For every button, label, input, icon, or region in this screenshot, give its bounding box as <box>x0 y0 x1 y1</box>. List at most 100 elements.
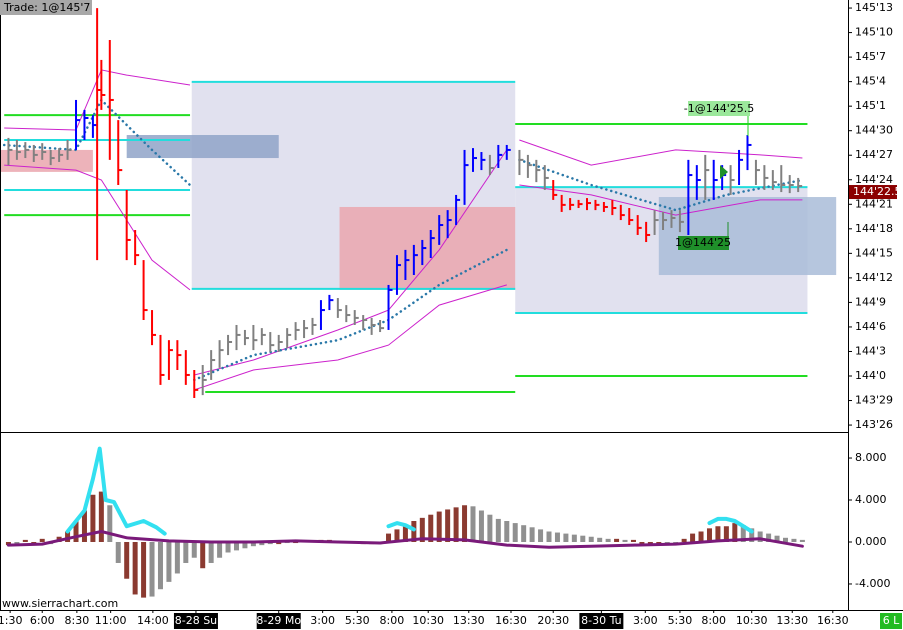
trade-box <box>0 0 92 15</box>
x-tick-label: 8-30 Tu <box>581 614 621 627</box>
x-tick-label: 13:30 <box>776 614 808 627</box>
x-tick-label: 5:30 <box>345 614 370 627</box>
histogram-bar <box>250 541 256 547</box>
histogram-bar <box>402 526 408 542</box>
histogram-bar <box>386 533 392 542</box>
histogram-bar <box>141 541 147 598</box>
y-tick-label: 144'18 <box>855 222 893 235</box>
status-box <box>880 613 902 629</box>
fill-box <box>688 101 750 116</box>
histogram-bar <box>681 538 687 542</box>
histogram-bar <box>453 507 459 542</box>
last-price-label: 144'22.5 <box>853 185 902 198</box>
trade-label: Trade: 1@145'7 <box>3 1 90 14</box>
histogram-bar <box>706 528 712 542</box>
histogram-bar <box>487 514 493 542</box>
histogram-bar <box>554 532 560 542</box>
x-tick-label: 20:30 <box>537 614 569 627</box>
histogram-bar <box>791 538 797 542</box>
day-marker <box>173 613 218 629</box>
x-tick-label: 14:00 <box>137 614 169 627</box>
histogram-bar <box>538 529 544 542</box>
last-price-box <box>849 185 897 200</box>
histogram-bar <box>39 538 45 542</box>
histogram-bar <box>259 541 265 546</box>
histogram-bar <box>588 536 594 542</box>
y-tick-label: 4.000 <box>855 493 887 506</box>
histogram-bar <box>436 511 442 542</box>
x-tick-label: 8-28 Su <box>175 614 217 627</box>
x-tick-label: 8:30 <box>65 614 90 627</box>
histogram-bar <box>690 533 696 542</box>
histogram-bar <box>630 539 636 542</box>
histogram-bar <box>166 541 172 582</box>
status-label: 6 L <box>883 614 900 627</box>
x-tick-label: 1:30 <box>0 614 22 627</box>
histogram-bar <box>14 541 20 545</box>
histogram-bar <box>90 494 96 542</box>
histogram-bar <box>647 541 653 545</box>
histogram-bar <box>242 541 248 549</box>
x-tick-label: 3:00 <box>310 614 335 627</box>
histogram-bar <box>183 541 189 563</box>
fill-box <box>678 236 729 250</box>
histogram-bar <box>233 541 239 551</box>
histogram-bar <box>782 537 788 542</box>
y-tick-label: 145'7 <box>855 50 886 63</box>
histogram-bar <box>419 517 425 542</box>
x-tick-label: 8:00 <box>701 614 726 627</box>
histogram-bar <box>622 539 628 542</box>
histogram-bar <box>529 527 535 542</box>
x-tick-label: 11:00 <box>95 614 127 627</box>
zone <box>339 206 516 290</box>
histogram-bar <box>107 505 113 542</box>
histogram-bar <box>225 541 231 553</box>
y-tick-label: 144'12 <box>855 271 893 284</box>
y-tick-label: 145'4 <box>855 75 886 88</box>
y-tick-label: 143'29 <box>855 394 893 407</box>
histogram-bar <box>200 541 206 569</box>
histogram-bar <box>394 529 400 542</box>
histogram-bar <box>673 541 679 544</box>
histogram-bar <box>22 539 28 542</box>
y-tick-label: 144'15 <box>855 246 893 259</box>
day-marker <box>579 613 624 629</box>
y-tick-label: 144'27 <box>855 148 893 161</box>
histogram-bar <box>5 541 11 546</box>
histogram-bar <box>217 541 223 558</box>
x-tick-label: 10:30 <box>412 614 444 627</box>
x-tick-label: 5:30 <box>668 614 693 627</box>
histogram-bar <box>470 506 476 542</box>
x-tick-label: 6:00 <box>30 614 55 627</box>
histogram-bar <box>774 535 780 542</box>
histogram-bar <box>715 526 721 542</box>
histogram-bar <box>445 509 451 542</box>
y-tick-label: 144'3 <box>855 344 886 357</box>
oscillator-line <box>6 530 804 549</box>
histogram-bar <box>293 541 299 544</box>
y-tick-label: 144'21 <box>855 197 893 210</box>
histogram-bar <box>174 541 180 574</box>
fill-marker <box>720 165 728 179</box>
fill-label: 1@144'25 <box>675 236 731 249</box>
histogram-bar <box>208 541 214 563</box>
oscillator-line <box>65 446 754 536</box>
histogram-bar <box>276 541 282 545</box>
histogram-bar <box>521 525 527 542</box>
histogram-bar <box>504 521 510 542</box>
x-tick-label: 8:00 <box>380 614 405 627</box>
y-tick-label: 8.000 <box>855 451 887 464</box>
histogram-bar <box>462 505 468 542</box>
histogram-bar <box>98 491 104 542</box>
histogram-bar <box>749 528 755 542</box>
histogram-bar <box>65 531 71 542</box>
histogram-bar <box>766 533 772 542</box>
histogram-bar <box>478 510 484 542</box>
x-tick-label: 8-29 Mo <box>256 614 301 627</box>
histogram-bar <box>563 533 569 542</box>
zone <box>0 149 93 172</box>
fill-label: -1@144'25.5 <box>684 102 754 115</box>
y-tick-label: 143'26 <box>855 418 893 431</box>
y-tick-label: -4.000 <box>855 577 890 590</box>
y-tick-label: 144'6 <box>855 320 886 333</box>
